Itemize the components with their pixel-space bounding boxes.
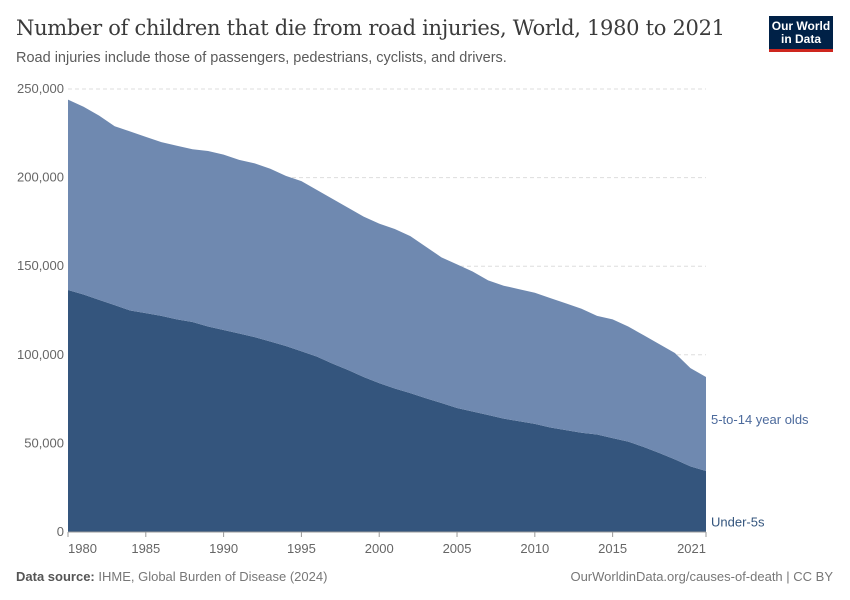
x-tick-label: 1980 xyxy=(68,541,97,556)
x-tick-label: 1990 xyxy=(209,541,238,556)
chart-subtitle: Road injuries include those of passenger… xyxy=(16,50,507,66)
area-series-0 xyxy=(68,289,706,532)
series-label: Under-5s xyxy=(711,515,765,530)
x-tick-label: 1985 xyxy=(131,541,160,556)
y-tick-label: 100,000 xyxy=(17,347,64,362)
x-tick-label: 1995 xyxy=(287,541,316,556)
source-link[interactable]: OurWorldinData.org/causes-of-death | CC … xyxy=(570,569,833,584)
area-series-1 xyxy=(68,99,706,472)
x-tick-label: 2021 xyxy=(677,541,706,556)
y-tick-label: 200,000 xyxy=(17,170,64,185)
x-tick-label: 2000 xyxy=(365,541,394,556)
y-tick-label: 50,000 xyxy=(24,435,64,450)
x-tick-label: 2010 xyxy=(520,541,549,556)
x-tick-label: 2005 xyxy=(443,541,472,556)
owid-logo[interactable]: Our World in Data xyxy=(769,16,833,52)
y-tick-label: 0 xyxy=(57,524,64,539)
x-tick-label: 2015 xyxy=(598,541,627,556)
y-tick-label: 250,000 xyxy=(17,81,64,96)
y-tick-label: 150,000 xyxy=(17,258,64,273)
chart-title: Number of children that die from road in… xyxy=(16,16,725,40)
source-text: IHME, Global Burden of Disease (2024) xyxy=(98,569,328,584)
source-label: Data source: xyxy=(16,569,95,584)
data-source: Data source: IHME, Global Burden of Dise… xyxy=(16,569,327,584)
series-label: 5-to-14 year olds xyxy=(711,412,809,427)
